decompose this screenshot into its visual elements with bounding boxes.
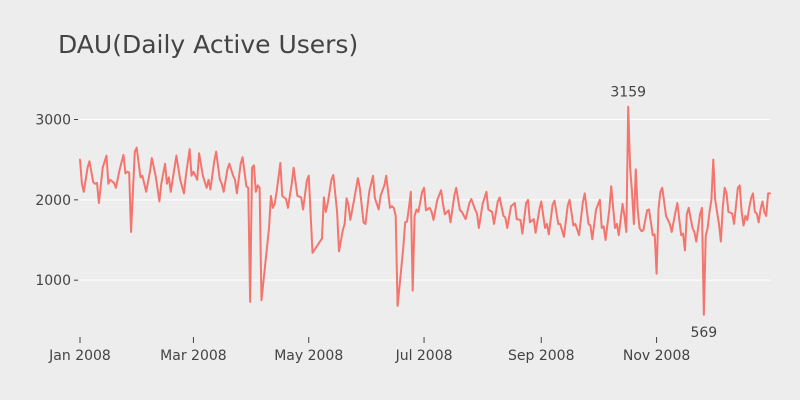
dau-series-line	[79, 105, 771, 316]
x-tick-label: Jan 2008	[48, 348, 111, 364]
y-tick-label: 3000	[35, 113, 71, 129]
value-annotation: 3159	[610, 85, 646, 101]
chart-title: DAU(Daily Active Users)	[58, 30, 358, 59]
value-annotation: 569	[690, 325, 717, 341]
x-tick-label: Mar 2008	[160, 348, 227, 364]
series-layer	[79, 105, 771, 316]
axes: 1000 2000 3000 Jan 2008 Mar 2008 May 2008 Jul …	[35, 113, 690, 364]
x-tick-label: Nov 2008	[623, 348, 690, 364]
annotations: 3159 569	[610, 85, 717, 341]
x-tick-label: Jul 2008	[395, 348, 453, 364]
x-tick-label: May 2008	[274, 348, 343, 364]
x-tick-label: Sep 2008	[508, 348, 574, 364]
y-tick-label: 2000	[35, 193, 71, 209]
y-tick-label: 1000	[35, 273, 71, 289]
